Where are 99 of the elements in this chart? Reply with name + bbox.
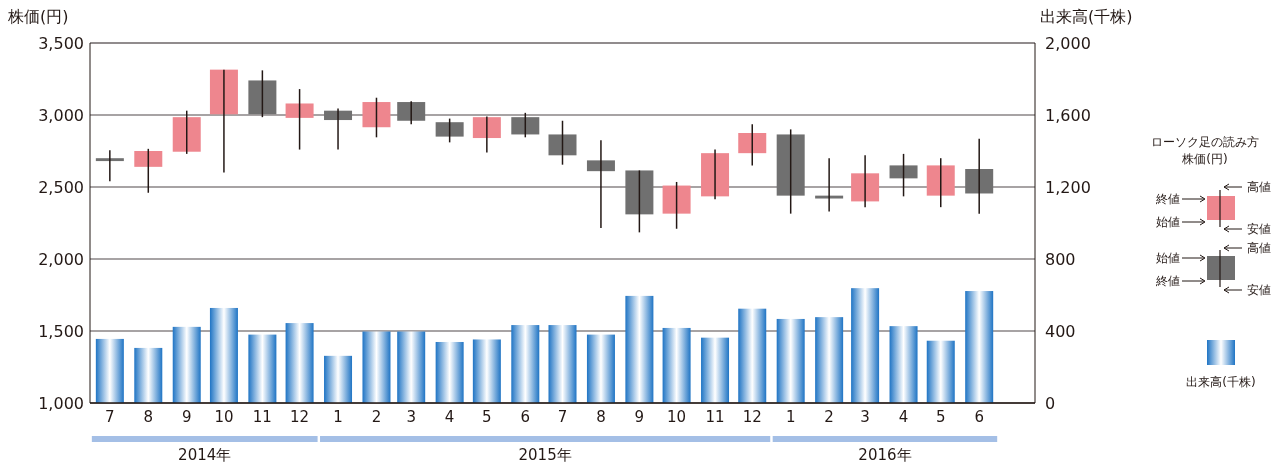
x-tick-label: 5: [482, 408, 492, 426]
legend-label: 出来高(千株): [1186, 375, 1256, 389]
candlestick: [662, 181, 691, 230]
x-tick-label: 2: [824, 408, 834, 426]
bar: [95, 338, 124, 403]
y2-tick-label: 800: [1045, 249, 1076, 269]
bar: [586, 334, 615, 403]
x-tick-label: 5: [935, 408, 946, 426]
text: ローソク足の読み方: [1151, 135, 1259, 149]
bar: [285, 323, 314, 403]
text: 株価(円): [1181, 152, 1228, 166]
candlestick: [738, 123, 767, 167]
y-tick-label: 3,500: [38, 33, 84, 53]
bar: [472, 339, 501, 403]
bar: [738, 308, 767, 403]
bar: [851, 288, 880, 403]
candlestick: [285, 88, 314, 151]
y2-tick-label: 1,600: [1045, 105, 1091, 125]
bar: [548, 325, 577, 403]
candlestick: [248, 69, 277, 118]
x-tick-label: 8: [596, 408, 606, 426]
candlestick: [209, 68, 238, 174]
bar: [172, 326, 201, 403]
text: 安値: [1247, 222, 1271, 236]
candlestick: [926, 157, 955, 208]
candlestick: [586, 139, 615, 229]
x-tick-label: 9: [634, 408, 645, 426]
y-axis-title: 株価(円): [7, 7, 69, 26]
y-tick-label: 2,500: [38, 177, 84, 197]
x-tick-label: 9: [181, 408, 192, 426]
x-tick-label: 1: [333, 408, 343, 426]
bar: [362, 331, 391, 403]
bar: [435, 341, 464, 403]
bar: [209, 307, 238, 403]
bar: [397, 331, 426, 403]
text: 終値: [1155, 192, 1180, 206]
text: 2016年: [858, 446, 912, 464]
x-tick-label: 10: [667, 408, 687, 426]
y2-axis-title: 出来高(千株): [1040, 7, 1133, 26]
candlestick: [965, 138, 994, 215]
candlestick: [776, 128, 805, 215]
x-tick-label: 11: [705, 408, 725, 426]
x-tick-label: 1: [785, 408, 796, 426]
x-tick-label: 3: [860, 408, 870, 426]
bar: [134, 347, 163, 403]
text: 終値: [1155, 274, 1180, 288]
x-tick-label: 10: [214, 408, 234, 426]
bar: [965, 291, 994, 403]
text: 始値: [1156, 215, 1180, 229]
text: 高値: [1247, 241, 1271, 255]
x-tick-label: 4: [898, 408, 909, 426]
bar: [248, 334, 277, 403]
candlestick: [362, 96, 391, 139]
text: 始値: [1156, 251, 1180, 265]
x-tick-label: 8: [143, 408, 154, 426]
bar: [701, 337, 730, 403]
y-tick-label: 1,500: [38, 321, 84, 341]
x-tick-label: 6: [974, 408, 984, 426]
candlestick: [625, 169, 654, 234]
candlestick: [435, 117, 464, 144]
candlestick: [134, 148, 163, 194]
x-tick-label: 3: [406, 408, 416, 426]
y-tick-label: 3,000: [38, 105, 84, 125]
bar: [662, 327, 691, 403]
x-tick-label: 7: [105, 408, 115, 426]
candlestick: [397, 100, 426, 126]
text: 2015年: [518, 446, 572, 464]
y-tick-label: 1,000: [38, 393, 84, 413]
candlestick: [172, 109, 201, 155]
candlestick: [548, 120, 577, 166]
bar: [324, 355, 353, 403]
bar: [815, 317, 844, 403]
x-tick-label: 12: [290, 408, 310, 426]
x-tick-label: 4: [444, 408, 455, 426]
bar: [625, 295, 654, 403]
text: 2014年: [178, 446, 232, 464]
x-tick-label: 7: [557, 408, 568, 426]
candlestick: [95, 149, 124, 182]
y2-tick-label: 400: [1045, 321, 1076, 341]
bar: [889, 326, 918, 403]
candlestick: [701, 148, 730, 200]
candlestick: [511, 112, 540, 139]
y2-tick-label: 2,000: [1045, 33, 1091, 53]
text: 高値: [1247, 180, 1271, 194]
candlestick: [815, 157, 844, 213]
y2-tick-label: 0: [1045, 393, 1056, 413]
candlestick: [889, 153, 918, 198]
bar: [511, 325, 540, 403]
x-tick-label: 2: [371, 408, 382, 426]
x-tick-label: 11: [252, 408, 272, 426]
y2-tick-label: 1,200: [1045, 177, 1091, 197]
candlestick: [472, 115, 501, 154]
candlestick: [851, 154, 880, 208]
y-tick-label: 2,000: [38, 249, 84, 269]
bar: [776, 318, 805, 403]
x-tick-label: 12: [742, 408, 762, 426]
text: 安値: [1247, 283, 1271, 297]
bar: [926, 340, 955, 403]
x-tick-label: 6: [520, 408, 531, 426]
